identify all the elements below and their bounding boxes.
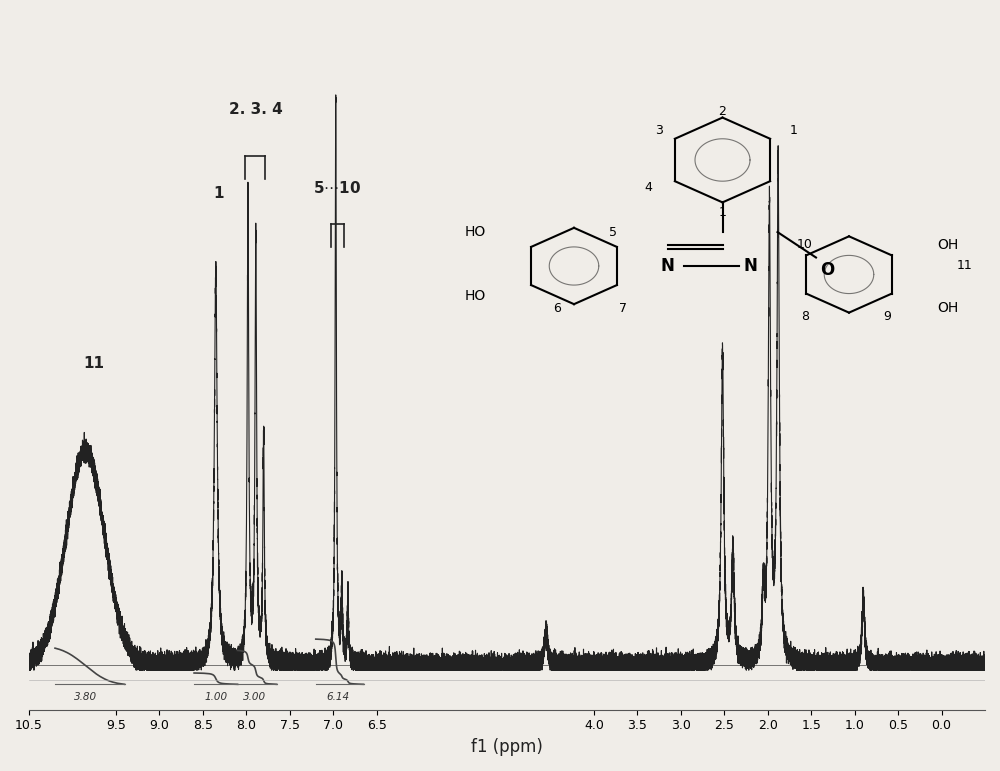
Text: 4: 4 (644, 181, 652, 194)
Text: 8: 8 (801, 311, 809, 323)
Text: 5$\cdots$10: 5$\cdots$10 (313, 180, 362, 196)
Text: 2: 2 (719, 105, 726, 118)
Text: 11: 11 (84, 356, 105, 371)
X-axis label: f1 (ppm): f1 (ppm) (471, 738, 543, 756)
Text: 3: 3 (655, 124, 663, 136)
Text: O: O (820, 261, 834, 279)
Text: 5: 5 (608, 226, 616, 238)
Text: HO: HO (464, 288, 486, 303)
Text: 3.80: 3.80 (74, 692, 97, 702)
Text: 6: 6 (554, 302, 561, 315)
Text: N: N (661, 257, 674, 275)
Text: 10: 10 (797, 238, 813, 251)
Text: 11: 11 (957, 260, 972, 272)
Text: N: N (743, 257, 757, 275)
Text: 2. 3. 4: 2. 3. 4 (229, 102, 283, 116)
Text: 3.00: 3.00 (243, 692, 266, 702)
Text: 9: 9 (884, 311, 891, 323)
Text: 1: 1 (213, 187, 224, 201)
Text: 1.00: 1.00 (204, 692, 227, 702)
Text: 7: 7 (620, 302, 628, 315)
Text: OH: OH (937, 301, 959, 315)
Text: OH: OH (937, 237, 959, 252)
Text: HO: HO (464, 225, 486, 239)
Text: 1: 1 (790, 124, 798, 136)
Text: 6.14: 6.14 (326, 692, 349, 702)
Text: 1: 1 (719, 207, 726, 220)
